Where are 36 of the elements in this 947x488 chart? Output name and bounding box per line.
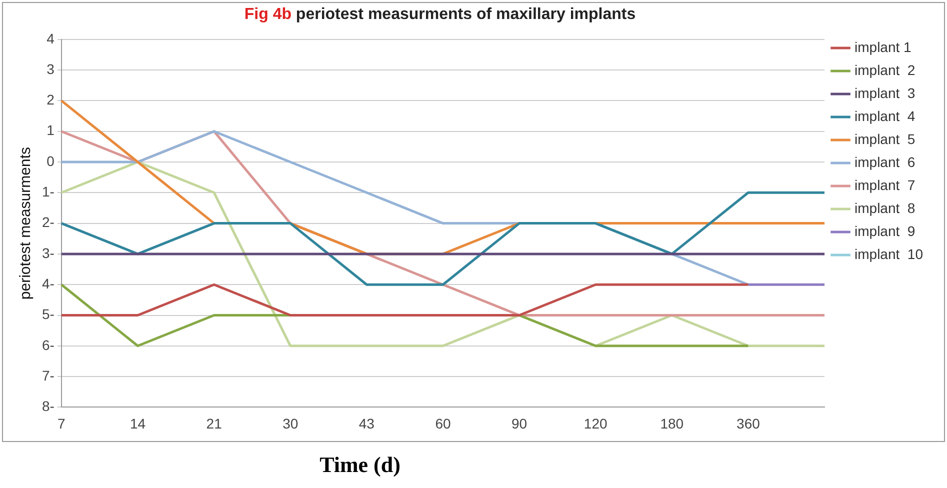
legend-label: implant 2	[854, 62, 916, 78]
y-tick-label: 4	[46, 30, 55, 46]
legend-label: implant 8	[854, 200, 916, 216]
x-tick-label: 21	[206, 415, 222, 432]
x-tick-label: 30	[282, 415, 298, 432]
x-axis-title: Time (d)	[318, 452, 402, 478]
x-tick-label: 43	[358, 415, 375, 432]
x-tick-label: 7	[58, 415, 66, 432]
y-tick-label: 2-	[42, 214, 55, 230]
y-tick-label: 8-	[42, 398, 55, 414]
y-tick-label: 5-	[42, 306, 55, 322]
legend-label: implant 4	[854, 108, 916, 124]
x-tick-label: 120	[584, 415, 608, 432]
x-tick-label: 60	[435, 415, 451, 432]
chart-title: Fig 4b periotest measurments of maxillary implants	[243, 6, 637, 24]
y-tick-label: 1	[46, 122, 55, 138]
y-tick-label: 1-	[42, 184, 55, 200]
legend-label: implant 7	[854, 176, 916, 193]
x-tick-label: 90	[512, 415, 528, 432]
x-tick-label: 14	[130, 415, 146, 432]
x-tick-label: 180	[660, 415, 684, 432]
y-axis-title: periotest measurments	[17, 147, 34, 300]
legend-label: implant 3	[854, 84, 916, 101]
y-tick-label: 4-	[42, 275, 55, 292]
x-tick-label: 360	[736, 415, 760, 432]
y-tick-label: 7-	[42, 367, 55, 384]
y-tick-label: 2	[46, 92, 55, 108]
y-tick-label: 0	[46, 152, 55, 169]
y-tick-label: 3	[46, 60, 55, 77]
y-tick-label: 3-	[42, 244, 55, 261]
legend-label: implant 1	[854, 38, 912, 55]
y-tick-label: 6-	[42, 336, 55, 353]
legend-label: implant 6	[854, 154, 916, 170]
legend-label: implant 5	[854, 130, 916, 147]
legend-label: implant 10	[854, 246, 924, 262]
legend-label: implant 9	[854, 222, 916, 239]
